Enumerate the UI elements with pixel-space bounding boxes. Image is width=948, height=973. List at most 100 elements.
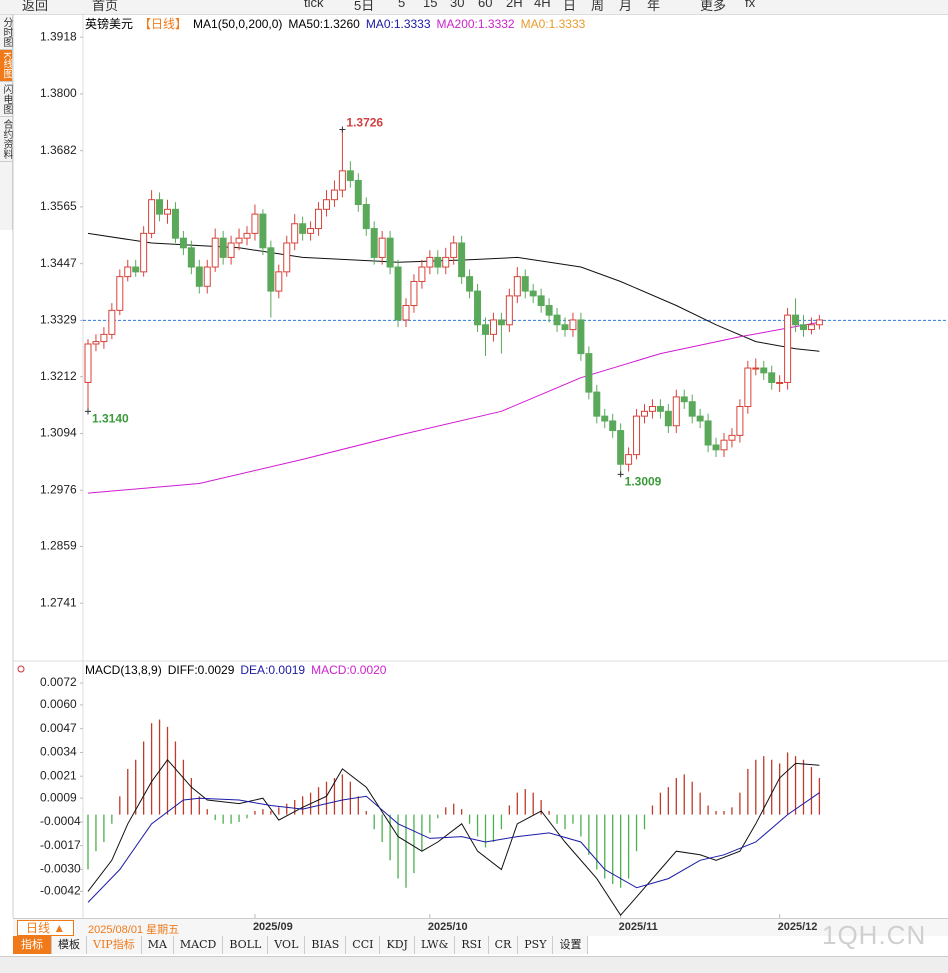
y-tick-label: 1.3565 [40, 199, 77, 213]
sidebar-tab[interactable]: 合约资料 [0, 117, 12, 162]
candle-body [124, 266, 132, 278]
legend-item: DIFF:0.0029 [168, 663, 235, 677]
candle-body [497, 319, 505, 326]
candle-body [259, 213, 267, 249]
y-tick-label: -0.0004 [40, 814, 81, 828]
candle-body [299, 223, 307, 234]
toolbar-button[interactable]: 15 [423, 0, 438, 10]
candle-body [315, 208, 323, 230]
candle-body [394, 266, 402, 321]
toolbar-button[interactable]: 月 [619, 0, 633, 13]
candle-body [505, 295, 513, 326]
y-tick-label: 1.3094 [40, 426, 77, 440]
y-tick-label: 1.3800 [40, 86, 77, 100]
toolbar-button[interactable]: 更多 [700, 0, 727, 13]
y-tick-label: 0.0009 [40, 790, 77, 804]
y-tick-label: -0.0017 [40, 838, 81, 852]
extreme-marker [85, 408, 91, 415]
x-tick-label: 2025/12 [777, 921, 818, 933]
candle-body [609, 420, 617, 432]
candle-body [807, 324, 815, 331]
y-tick-label: 0.0034 [40, 745, 77, 759]
toolbar-button[interactable]: 4H [534, 0, 551, 10]
toolbar-button[interactable]: 5日 [354, 0, 375, 13]
indicator-tabs: 指标 模板 VIP指标 MA MACD BOLL VOL BIAS CCI KDJ LW& RSI CR… [13, 936, 589, 954]
candle-body [696, 415, 704, 422]
indicator-tab[interactable]: 指标 [13, 936, 52, 954]
y-tick-label: 0.0021 [40, 768, 77, 782]
extreme-label: 1.3009 [625, 475, 662, 489]
legend-item: MA0:1.3333 [521, 17, 586, 31]
candle-body [203, 266, 211, 287]
toolbar-button[interactable]: fx [745, 0, 756, 10]
candle-body [664, 410, 672, 427]
sidebar-tab[interactable]: 分时图 [0, 15, 12, 50]
candle-body [410, 280, 418, 307]
candle-body [688, 401, 696, 417]
indicator-line [87, 758, 820, 917]
toolbar-button[interactable]: tick [304, 0, 324, 10]
toolbar-button[interactable]: 周 [591, 0, 605, 13]
indicator-tab[interactable]: 设置 [553, 936, 589, 954]
candle-body [195, 266, 203, 287]
candle-body [458, 242, 466, 278]
candle-body [577, 319, 585, 355]
indicator-tab[interactable]: PSY [518, 936, 554, 954]
indicator-tab[interactable]: RSI [455, 936, 489, 954]
candle-body [474, 290, 482, 326]
y-tick-label: 1.2741 [40, 595, 77, 609]
extreme-label: 1.3140 [92, 412, 129, 426]
indicator-tab[interactable]: BOLL [223, 936, 269, 954]
candle-body [426, 256, 434, 268]
candle-body [171, 208, 179, 239]
candle-body [641, 410, 648, 417]
candle-body [800, 324, 807, 331]
toolbar-button[interactable]: 返回 [22, 0, 49, 13]
indicator-tab[interactable]: CCI [346, 936, 381, 954]
indicator-tab[interactable]: VIP指标 [87, 936, 142, 954]
candle-body [450, 242, 458, 258]
candle-body [466, 276, 474, 292]
legend-item: MA50:1.3260 [288, 17, 360, 31]
candle-body [346, 170, 354, 181]
sidebar-tab[interactable]: K线图 [0, 50, 12, 82]
indicator-tab[interactable]: 模板 [52, 936, 87, 954]
candle-body [585, 353, 593, 393]
toolbar-button[interactable]: 年 [647, 0, 661, 13]
sidebar-tab[interactable]: 闪电图 [0, 82, 12, 117]
chart: 英镑美元 【日线】 MA1(50,0,200,0) MA50:1.3260 MA0:1.… [12, 14, 948, 918]
indicator-tab[interactable]: BIAS [305, 936, 347, 954]
candle-body [815, 319, 823, 326]
indicator-tab[interactable]: MA [141, 936, 174, 954]
indicator-tab[interactable]: KDJ [380, 936, 415, 954]
x-tick-label: 2025/09 [252, 921, 293, 933]
candle-body [728, 434, 736, 441]
candle-body [378, 237, 386, 258]
indicator-tab[interactable]: LW& [414, 936, 456, 954]
toolbar-button[interactable]: 日 [563, 0, 577, 13]
candle-body [354, 179, 362, 206]
candle-body [545, 305, 553, 316]
toolbar-button[interactable]: 60 [478, 0, 493, 10]
candle-body [569, 319, 577, 331]
toolbar-button[interactable]: 30 [450, 0, 465, 10]
candle-body [768, 372, 776, 383]
period-button[interactable]: 日线 ▲ [17, 920, 75, 936]
candle-body [704, 420, 712, 446]
candle-body [235, 237, 243, 244]
toolbar-button[interactable]: 5 [398, 0, 406, 10]
candle-body [148, 199, 156, 234]
candle-body [92, 341, 100, 345]
toolbar-button[interactable]: 首页 [92, 0, 119, 13]
candle-body [537, 295, 545, 307]
extreme-marker [339, 126, 346, 133]
candle-body [672, 396, 680, 427]
indicator-tab[interactable]: VOL [268, 936, 306, 954]
toolbar-button[interactable]: 2H [506, 0, 523, 10]
y-tick-label: 1.3682 [40, 143, 77, 157]
y-tick-label: 1.3918 [40, 29, 77, 43]
indicator-tab[interactable]: CR [488, 936, 519, 954]
legend-item: MACD(13,8,9) [85, 663, 162, 677]
indicator-tab[interactable]: MACD [173, 936, 224, 954]
